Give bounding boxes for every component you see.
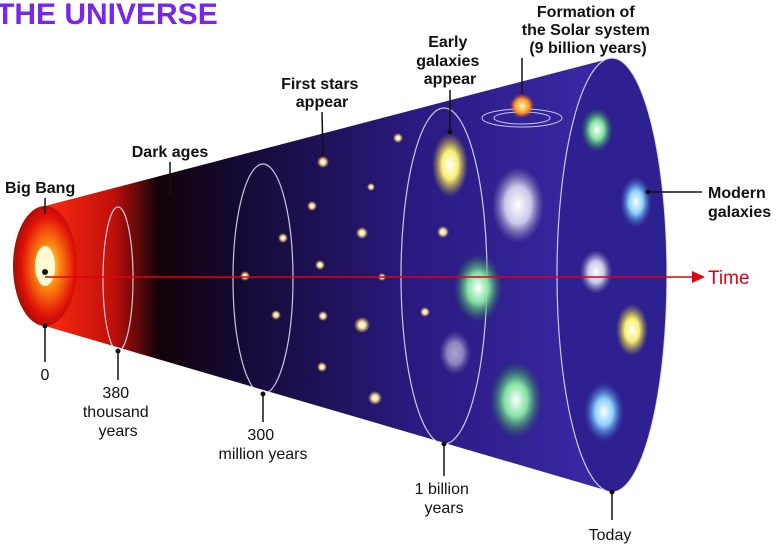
label: Dark ages <box>132 144 209 161</box>
label-line: years <box>424 500 463 517</box>
label: First stars appear <box>281 76 363 111</box>
label-line: First stars <box>281 76 358 93</box>
timeline-label: Today <box>589 527 632 544</box>
label: Early galaxies appear <box>416 34 484 88</box>
label-line: 380 <box>102 385 129 402</box>
label-line: the Solar system <box>522 22 650 39</box>
label-line: galaxies <box>416 53 479 70</box>
label-line: million years <box>219 446 308 463</box>
label-line: Formation of <box>537 4 635 21</box>
label: Big Bang <box>5 180 75 197</box>
label-line: appear <box>296 94 348 111</box>
label-line: (9 billion years) <box>529 40 646 57</box>
label-line: galaxies <box>708 204 771 221</box>
label: Modern galaxies <box>708 185 771 221</box>
label-line: Early <box>428 34 467 51</box>
label-line: 0 <box>41 367 50 384</box>
label-line: 1 billion <box>415 481 469 498</box>
time-label: Time <box>708 268 750 289</box>
label-line: thousand <box>83 404 149 421</box>
timeline-label: 1 billion years <box>415 481 474 517</box>
label-line: years <box>98 423 137 440</box>
label: Formation of the Solar system (9 billion… <box>522 4 655 57</box>
label-line: Modern <box>708 185 766 202</box>
timeline-label: 380 thousand years <box>83 385 153 440</box>
label-line: 300 <box>247 427 274 444</box>
label-line: Today <box>589 527 632 544</box>
timeline-label: 0 <box>41 367 50 384</box>
timeline-label: 300 million years <box>219 427 308 463</box>
label-line: appear <box>424 71 476 88</box>
universe-diagram: THE UNIVERSE <box>0 0 780 546</box>
title: THE UNIVERSE <box>0 0 218 31</box>
